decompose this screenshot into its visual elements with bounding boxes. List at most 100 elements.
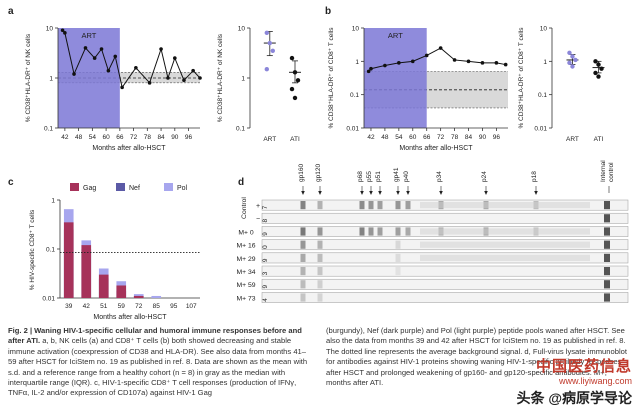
blot-lane-number: 8 [262,219,269,223]
chart-a-right-data-point [289,86,295,92]
blot-smear [420,228,590,235]
chart-a-right-data-point [289,55,295,61]
chart-a-right-y-tick-label: 1 [241,76,245,83]
caption-right-body: (burgundy), Nef (dark purple) and Pol (l… [326,326,627,388]
chart-c-bar-gag [116,285,127,298]
chart-c-x-tick-label: 39 [65,303,73,310]
panel-label-b: b [325,6,331,17]
chart-a-left-data-point [173,56,177,60]
chart-b-left-x-tick-label: 78 [451,134,459,141]
blot-strip [261,265,629,277]
chart-a-right-y-tick-label: 0.1 [236,126,245,133]
chart-b-left-y-tick-label: 0.01 [346,126,359,133]
chart-a-left-data-point [159,47,163,51]
blot-control-band [604,227,610,236]
chart-b-left-x-tick-label: 66 [423,134,431,141]
chart-a-left-data-point [191,68,195,73]
chart-b-left-x-tick-label: 42 [367,134,375,141]
chart-b-left-y-tick-label: 0.1 [350,92,359,99]
blot-lane-number: 9 [262,258,269,262]
watermark: 中国医药信息 www.liyiwang.com 头条 @病原学导论 [516,355,632,408]
chart-c-x-tick-label: 42 [83,303,91,310]
blot-band-arrowhead [534,191,538,195]
blot-band-mark [317,253,323,262]
chart-b-right-data-point [596,74,601,79]
chart-b-left-art-label: ART [388,31,403,40]
chart-a-right-data-point [270,48,275,53]
chart-b-left-data-point [438,46,443,50]
blot-internal-control-label: Internal [600,160,607,182]
blot-row-label: M+ 34 [236,269,255,276]
blot-band-label: gp41 [393,167,400,182]
chart-b-left-data-point [503,62,508,67]
chart-a-left-x-tick-label: 90 [171,134,179,141]
chart-a-right-data-point [264,30,269,36]
chart-a-right-y-axis-label: % CD38⁺HLA-DR⁺ of NK cells [217,33,224,122]
blot-smear [420,254,590,261]
chart-b-right-y-axis-label: % CD38⁺HLA-DR⁺ of CD8⁺ T cells [518,27,525,129]
blot-band-mark [377,201,383,210]
chart-c-x-axis-label: Months after allo-HSCT [93,314,167,321]
blot-band-mark [300,201,306,210]
blot-band-arrowhead [484,191,488,195]
blot-row-label: M+ 29 [236,256,255,263]
chart-b-right-data-point [596,62,601,67]
chart-b-left-y-tick-label: 1 [355,59,359,66]
chart-a-left-x-axis-label: Months after allo-HSCT [92,145,166,152]
chart-a-left-data-point [134,65,138,70]
chart-b-left-y-axis-label: % CD38⁺HLA-DR⁺ of CD8⁺ T cells [328,27,335,129]
chart-a-left-y-tick-label: 1 [49,76,53,83]
blot-band-arrowhead [318,191,322,195]
chart-c-x-tick-label: 59 [118,303,126,310]
chart-b-left-art-shade [364,28,427,128]
chart-c-x-tick-label: 51 [100,303,108,310]
chart-a-right-data-point [292,70,298,75]
chart-b-right-data-point [570,54,575,59]
blot-strip [261,292,629,303]
caption-left-column: Fig. 2 | Waning HIV-1-specific cellular … [8,326,314,399]
blot-row-label: Control [241,197,248,219]
panel-label-c: c [8,177,14,188]
chart-c-x-tick-label: 85 [153,303,161,310]
chart-b-right-category-label: ART [566,136,579,143]
chart-a-right-y-tick-label: 10 [238,26,246,33]
blot-band-label: p51 [375,171,382,182]
blot-band-mark [300,227,306,236]
chart-b-left-data-point [424,53,429,58]
chart-b-right-category-label: ATI [594,136,604,143]
blot-band-mark [317,227,323,236]
chart-b-left-x-tick-label: 60 [409,134,417,141]
chart-b-left-data-point [480,61,485,65]
chart-a-left-x-tick-label: 60 [102,134,110,141]
chart-c-y-tick-label: 1 [51,198,55,205]
chart-b-right-data-point [567,60,572,66]
chart-b-right-y-tick-label: 1 [543,59,547,66]
blot-row-sign: − [256,216,260,223]
blot-band-mark [395,240,401,249]
blot-smear [420,202,590,209]
chart-c-bar-gag [133,295,144,298]
chart-c-x-tick-label: 72 [135,303,143,310]
blot-smear [420,241,590,248]
blot-band-mark [300,280,306,289]
blot-row-label: M+ 16 [236,243,255,250]
blot-band-mark [395,267,401,276]
chart-a-left-data-point [60,28,65,33]
chart-b-left-x-tick-label: 54 [395,134,403,141]
chart-a-left-data-point [92,56,97,60]
chart-b-left-data-point [494,61,499,65]
chart-c-legend-label: Gag [83,185,96,192]
chart-b-right-data-point [593,59,598,64]
blot-band-mark [317,280,323,289]
blot-band-label: p55 [366,171,373,182]
blot-strip [261,278,629,290]
chart-c-legend-swatch [164,183,173,191]
blot-band-label: p18 [531,171,538,182]
chart-b-left-y-tick-label: 10 [352,26,360,33]
chart-a-left-data-point [106,68,111,73]
blot-band-mark [300,293,306,302]
blot-band-mark [405,227,411,236]
chart-a-left-data-point [99,47,104,51]
panel-label-d: d [238,177,244,188]
chart-a-left-data-point [63,31,67,35]
